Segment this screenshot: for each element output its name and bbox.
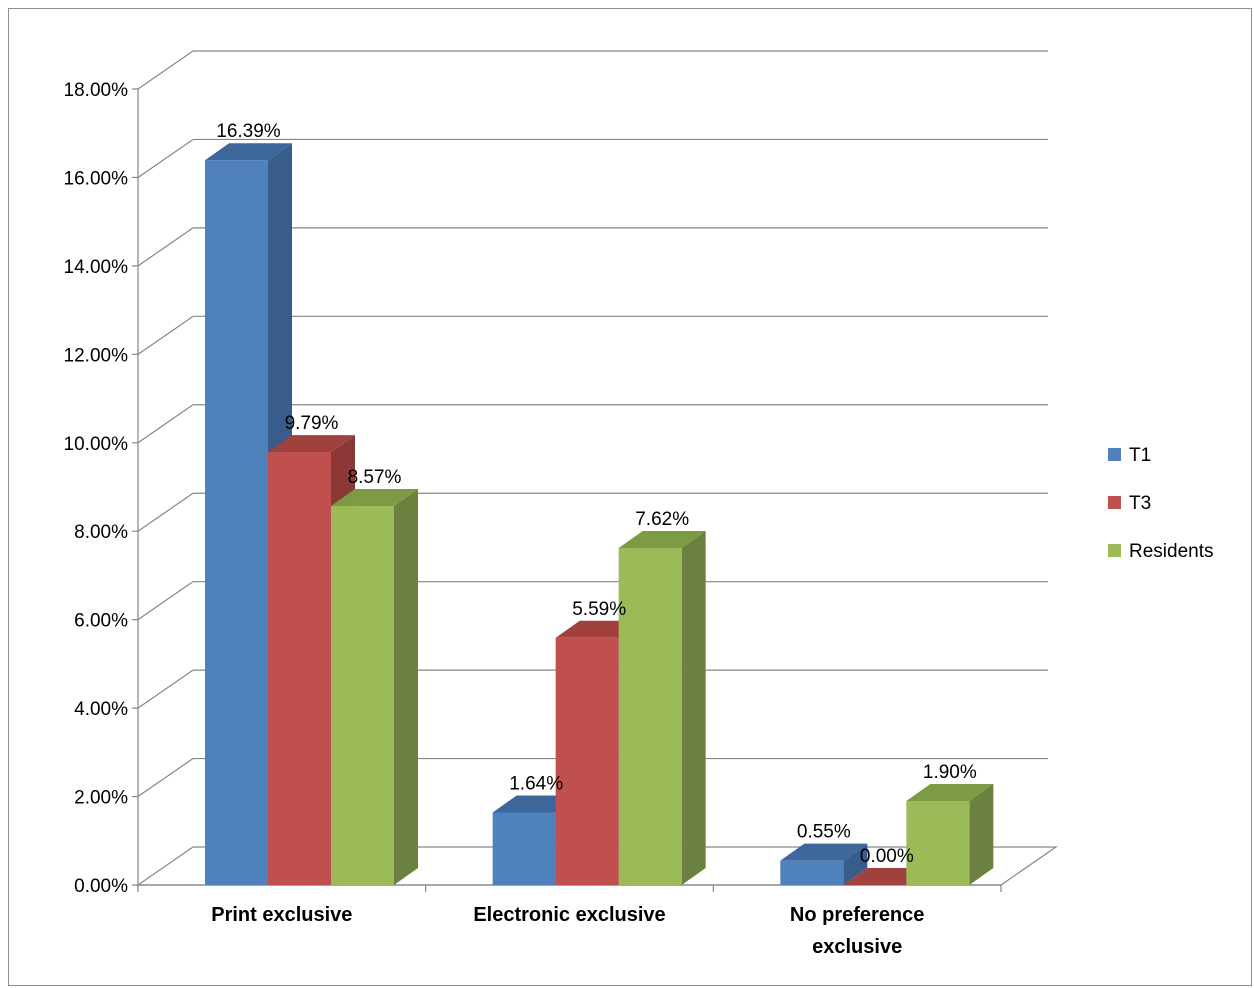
y-tick-label: 8.00% — [74, 522, 128, 543]
bar-top — [780, 843, 868, 861]
gridline-diagonal — [137, 669, 194, 709]
legend-label: T3 — [1129, 493, 1151, 514]
bar-top — [331, 489, 418, 507]
legend-item-t3: T3 — [1108, 493, 1151, 514]
data-label: 0.55% — [797, 822, 851, 843]
data-label: 5.59% — [572, 599, 626, 620]
y-tick-label: 12.00% — [64, 345, 129, 366]
legend: T1 T3 Residents — [1108, 445, 1214, 562]
bar-front — [205, 160, 268, 886]
gridline-diagonal — [137, 50, 194, 90]
bar-residents-2 — [906, 783, 994, 885]
category-label: Print exclusive — [211, 904, 352, 926]
bar-front — [331, 506, 394, 885]
y-tick-label: 4.00% — [74, 699, 128, 720]
gridline-diagonal — [137, 227, 194, 267]
bar-top — [618, 531, 706, 549]
y-tick-label: 2.00% — [74, 788, 128, 809]
legend-swatch — [1108, 448, 1121, 461]
bar-side — [394, 489, 418, 885]
gridline-diagonal — [137, 315, 194, 355]
data-label: 16.39% — [216, 121, 281, 142]
y-tick-label: 0.00% — [74, 876, 128, 897]
legend-swatch — [1108, 496, 1121, 509]
y-tick-label: 18.00% — [64, 80, 129, 101]
bar-top — [906, 783, 994, 801]
data-label: 9.79% — [285, 413, 339, 434]
bar-side — [681, 531, 706, 885]
bar-side — [843, 843, 868, 885]
bar-chart: 0.00% 2.00% 4.00% 6.00% 8.00% 10.00% 12.00% 14.… — [64, 50, 1214, 958]
legend-label: T1 — [1129, 445, 1151, 466]
legend-swatch — [1108, 544, 1121, 557]
data-label: 1.90% — [923, 762, 977, 783]
bar-front — [492, 812, 556, 885]
data-label: 8.57% — [348, 467, 402, 488]
bar-front — [555, 637, 619, 885]
legend-item-residents: Residents — [1108, 541, 1214, 562]
bar-residents-0 — [331, 489, 418, 885]
data-label: 1.64% — [509, 773, 563, 794]
gridline-diagonal — [137, 492, 194, 532]
legend-item-t1: T1 — [1108, 445, 1151, 466]
gridline-diagonal — [137, 404, 194, 444]
legend-label: Residents — [1129, 541, 1214, 562]
bar-front — [268, 452, 331, 885]
bar-top — [268, 435, 355, 453]
category-label: Electronic exclusive — [473, 904, 665, 926]
gridline-diagonal — [137, 581, 194, 621]
bar-residents-1 — [618, 531, 706, 885]
gridline-diagonal — [137, 138, 194, 178]
y-tick-label: 14.00% — [64, 257, 129, 278]
data-label: 0.00% — [860, 846, 914, 867]
bar-front — [906, 800, 970, 885]
data-labels: 16.39% 9.79% 8.57% 1.64% 5.59% 7.62% 0.55% 0.00… — [216, 121, 977, 867]
bar-t1-2 — [780, 843, 868, 885]
bar-front — [618, 548, 682, 885]
bar-side — [969, 783, 994, 885]
category-label: exclusive — [812, 936, 902, 958]
chart-frame: 0.00% 2.00% 4.00% 6.00% 8.00% 10.00% 12.00% 14.… — [8, 8, 1252, 986]
bar-top — [205, 143, 292, 161]
bars — [205, 143, 994, 886]
gridline-diagonal — [137, 758, 194, 798]
category-label: No preference — [790, 904, 925, 926]
data-label: 7.62% — [635, 509, 689, 530]
y-tick-label: 10.00% — [64, 434, 129, 455]
bar-front — [780, 860, 844, 885]
y-tick-label: 16.00% — [64, 168, 129, 189]
y-tick-label: 6.00% — [74, 611, 128, 632]
